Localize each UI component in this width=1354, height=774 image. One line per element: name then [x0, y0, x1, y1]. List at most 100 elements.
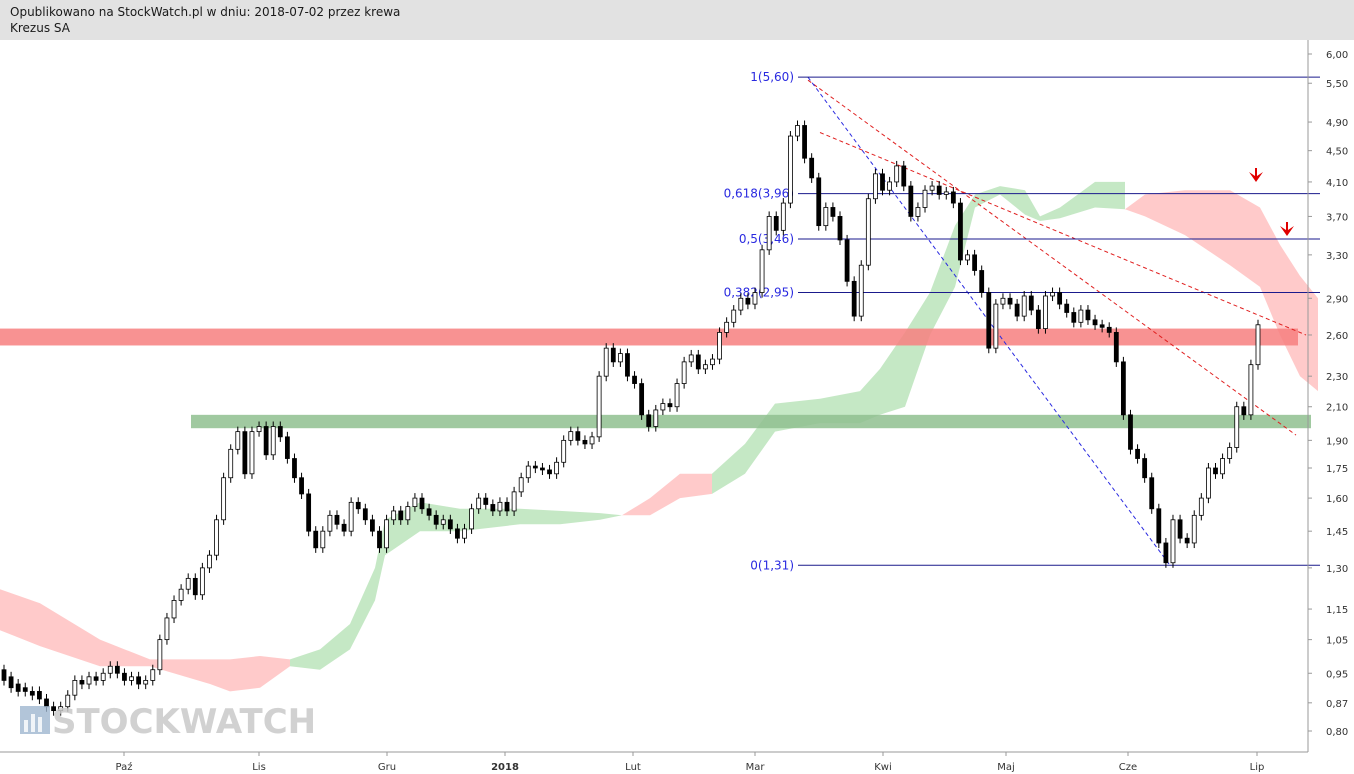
candle-up	[603, 347, 609, 377]
y-tick-label: 1,75	[1326, 464, 1348, 475]
candle-down	[341, 523, 347, 532]
candle-down	[192, 577, 198, 596]
support-resistance-zones	[0, 328, 1311, 429]
candle-up	[1170, 519, 1176, 564]
candle-down	[1163, 542, 1169, 564]
y-tick-label: 4,50	[1326, 147, 1348, 158]
candle-up	[1198, 497, 1204, 516]
candle-up	[915, 207, 921, 217]
x-tick-label: Mar	[746, 762, 766, 773]
candle-down	[979, 270, 985, 293]
candle-down	[22, 687, 28, 692]
candle-down	[1007, 297, 1013, 305]
candle-up	[185, 577, 191, 590]
candle-down	[114, 665, 120, 674]
fib-level-label: 0,5(3,46)	[739, 232, 794, 246]
candle-up	[58, 706, 64, 712]
candle-up	[525, 465, 531, 479]
candle-down	[93, 676, 99, 681]
candle-up	[256, 426, 262, 433]
candle-down	[37, 691, 42, 700]
candle-down	[8, 676, 14, 689]
candle-up	[1206, 467, 1211, 499]
candle-up	[86, 676, 92, 685]
candle-up	[348, 501, 354, 532]
candle-up	[320, 530, 326, 549]
candle-down	[455, 528, 460, 539]
candle-up	[674, 383, 680, 408]
y-tick-label: 1,05	[1326, 636, 1348, 647]
candle-up	[660, 403, 666, 411]
candle-up	[164, 617, 170, 641]
candle-down	[306, 493, 312, 532]
candle-down	[490, 504, 496, 512]
candle-down	[398, 510, 404, 521]
candle-up	[150, 669, 156, 681]
support-zone	[191, 414, 1311, 429]
candle-down	[1142, 458, 1148, 479]
x-tick-label: Gru	[378, 762, 396, 773]
candle-down	[1120, 361, 1126, 416]
candle-down	[532, 465, 538, 469]
candle-up	[710, 358, 715, 366]
y-tick-label: 0,80	[1326, 727, 1348, 738]
candle-down	[844, 239, 850, 282]
x-tick-label: Lis	[252, 762, 266, 773]
y-tick-label: 2,90	[1326, 294, 1348, 305]
candle-up	[391, 510, 397, 521]
candle-down	[1128, 414, 1133, 450]
y-tick-label: 3,70	[1326, 212, 1348, 223]
candle-down	[1213, 467, 1218, 475]
candle-up	[759, 249, 765, 293]
candle-down	[639, 383, 645, 416]
y-tick-label: 0,87	[1326, 699, 1348, 710]
candle-up	[1021, 295, 1027, 317]
publication-info: Opublikowano na StockWatch.pl w dniu: 20…	[10, 5, 401, 19]
candle-down	[1057, 292, 1063, 305]
x-tick-label: Maj	[997, 762, 1015, 773]
candle-down	[547, 469, 552, 475]
fib-level-label: 1(5,60)	[750, 70, 794, 84]
candle-down	[695, 354, 701, 370]
y-tick-label: 1,30	[1326, 564, 1348, 575]
candle-down	[362, 508, 368, 521]
y-tick-label: 5,50	[1326, 79, 1348, 90]
candle-up	[1220, 458, 1225, 475]
candle-down	[632, 375, 637, 384]
y-tick-label: 4,10	[1326, 178, 1348, 189]
candle-down	[837, 216, 843, 241]
candle-up	[207, 554, 212, 569]
candle-down	[773, 216, 779, 231]
candle-down	[1071, 312, 1077, 323]
candle-up	[462, 528, 467, 539]
candle-up	[1248, 364, 1254, 416]
candle-up	[1191, 514, 1197, 544]
candle-down	[1156, 508, 1162, 544]
cloud-segment-bull	[290, 502, 622, 670]
candle-up	[922, 189, 928, 208]
x-tick-label: Paź	[116, 761, 133, 773]
candle-down	[1113, 332, 1119, 363]
candle-down	[958, 202, 963, 261]
candle-up	[561, 439, 567, 463]
candle-down	[15, 683, 21, 692]
candle-down	[284, 436, 290, 459]
signal-arrows	[1249, 168, 1294, 236]
candle-down	[1035, 309, 1041, 329]
candle-down	[433, 514, 439, 525]
candle-up	[511, 491, 517, 512]
candle-up	[469, 508, 474, 530]
candle-up	[65, 694, 71, 708]
candle-up	[100, 672, 106, 681]
candle-up	[1227, 447, 1233, 459]
logo-icon-bar	[31, 714, 35, 732]
candle-up	[887, 181, 892, 191]
candle-down	[880, 173, 885, 191]
candle-down	[1, 669, 7, 681]
candle-down	[299, 477, 304, 495]
candle-down	[292, 458, 297, 479]
red-trendline-shallow	[819, 132, 1307, 336]
candle-up	[1050, 292, 1055, 297]
candle-down	[745, 297, 751, 305]
logo-icon-bar	[38, 717, 42, 732]
